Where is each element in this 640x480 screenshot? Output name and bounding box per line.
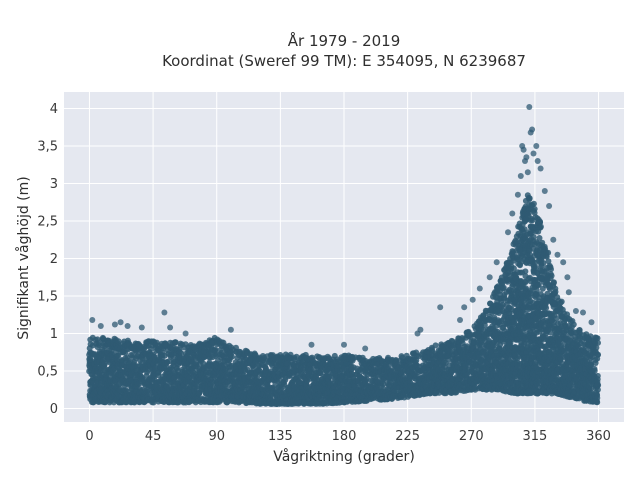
data-point <box>467 331 474 338</box>
data-point <box>522 268 529 275</box>
data-point <box>432 342 439 349</box>
data-point <box>521 226 528 233</box>
data-point <box>178 350 185 357</box>
chart-title-line-2: Koordinat (Sweref 99 TM): E 354095, N 62… <box>162 52 526 70</box>
data-point <box>228 353 235 360</box>
data-point <box>511 318 518 325</box>
data-point <box>526 195 533 202</box>
data-point <box>510 265 517 272</box>
data-point <box>99 334 106 341</box>
data-point <box>255 366 262 373</box>
data-point <box>172 339 179 346</box>
data-point <box>527 251 534 258</box>
data-points <box>86 104 602 407</box>
data-point <box>500 284 507 291</box>
data-point <box>115 338 122 345</box>
data-point <box>101 360 108 367</box>
data-point <box>94 336 101 343</box>
chart-title-line-1: År 1979 - 2019 <box>288 31 401 50</box>
